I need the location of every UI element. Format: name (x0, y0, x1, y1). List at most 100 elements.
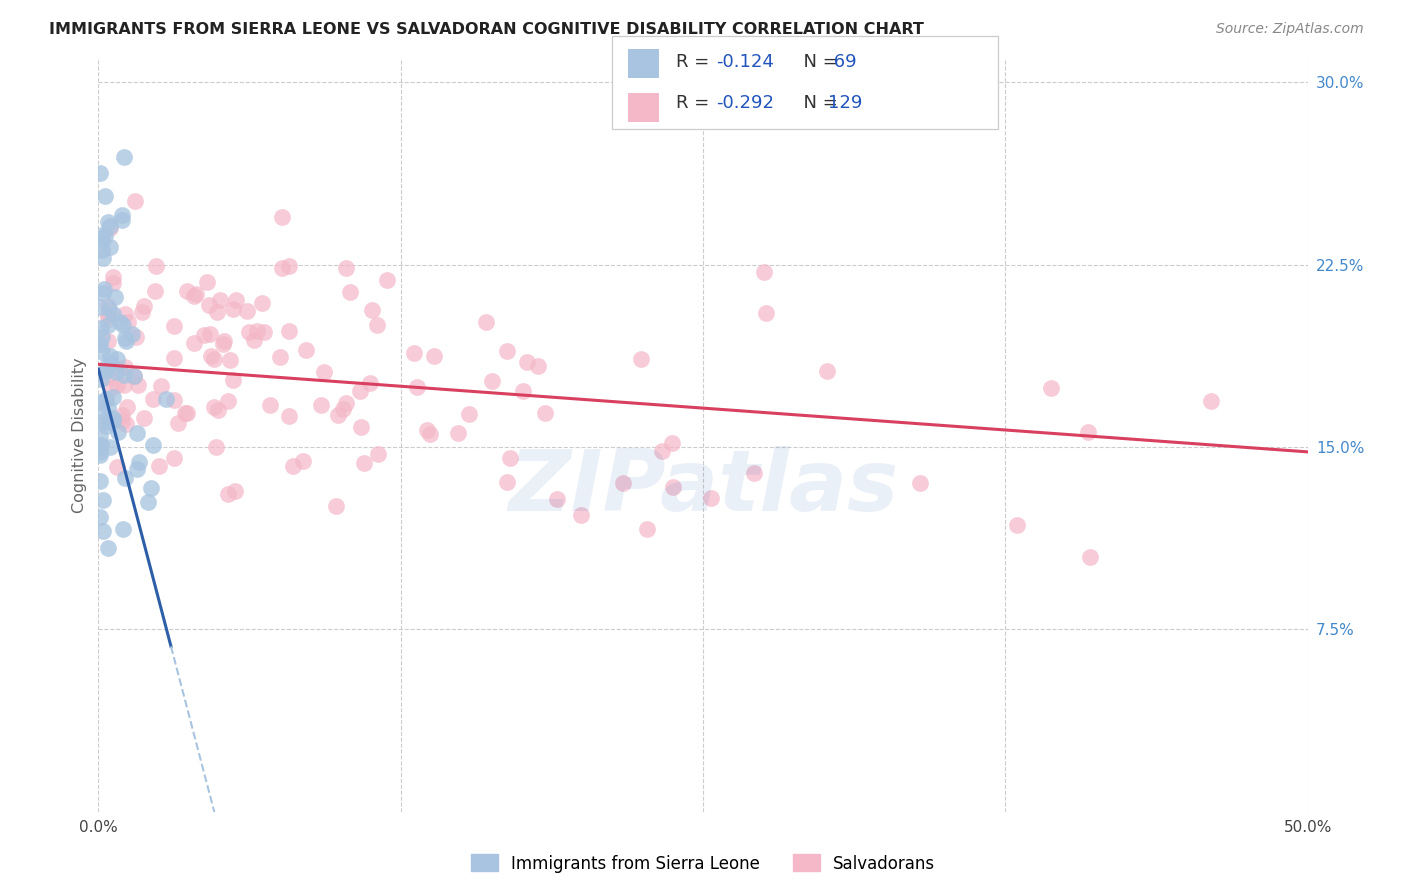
Point (143, 285, 166, 299)
Point (200, 326, 222, 341)
Point (90, 321, 112, 335)
Point (212, 337, 235, 351)
Point (103, 276, 125, 290)
Point (661, 480, 683, 494)
Point (325, 499, 347, 513)
Point (183, 336, 205, 351)
Point (360, 303, 382, 318)
Point (150, 378, 173, 392)
Point (496, 343, 519, 358)
Point (89, 166, 111, 180)
Point (103, 390, 125, 404)
Point (350, 419, 373, 434)
Point (89, 510, 111, 524)
Point (96, 359, 118, 373)
Point (138, 495, 160, 509)
Point (335, 396, 357, 410)
Point (1039, 381, 1062, 395)
Point (112, 378, 135, 392)
Point (205, 441, 228, 455)
Legend: Immigrants from Sierra Leone, Salvadorans: Immigrants from Sierra Leone, Salvadoran… (464, 847, 942, 880)
Point (205, 305, 228, 319)
Point (114, 471, 136, 485)
Point (122, 369, 145, 384)
Point (200, 349, 222, 363)
Point (700, 491, 723, 506)
Point (163, 393, 186, 408)
Point (252, 295, 274, 310)
Point (134, 299, 156, 313)
Point (174, 406, 197, 420)
Point (107, 362, 129, 376)
Point (98, 219, 121, 234)
Point (142, 392, 165, 406)
Point (91, 493, 114, 508)
Point (117, 314, 139, 328)
Point (219, 353, 242, 368)
Point (97, 312, 120, 326)
Point (148, 459, 170, 474)
Point (516, 355, 538, 369)
Point (94, 419, 117, 434)
Point (90, 235, 112, 249)
Point (236, 304, 259, 318)
Point (98, 221, 121, 235)
Point (97, 308, 120, 322)
Point (97, 370, 120, 384)
Point (278, 324, 301, 338)
Point (271, 210, 294, 224)
Point (328, 408, 350, 422)
Point (294, 343, 316, 358)
Point (89, 429, 111, 443)
Point (98, 240, 121, 254)
Point (422, 349, 444, 363)
Point (122, 368, 145, 383)
Point (339, 285, 361, 299)
Point (97, 299, 120, 313)
Point (125, 425, 148, 440)
Point (526, 359, 548, 374)
Point (1007, 517, 1029, 532)
Point (90, 244, 112, 258)
Point (495, 475, 517, 489)
Point (105, 378, 128, 392)
Point (93, 282, 115, 296)
Point (569, 508, 592, 523)
Point (91, 345, 114, 359)
Point (208, 293, 231, 307)
Point (98, 302, 121, 317)
Point (1078, 549, 1101, 564)
Point (335, 261, 357, 276)
Point (111, 208, 134, 222)
Text: R =: R = (676, 53, 716, 70)
Point (90, 330, 112, 344)
Point (754, 264, 776, 278)
Point (630, 351, 652, 366)
Point (651, 444, 673, 458)
Point (281, 459, 304, 474)
Point (512, 384, 534, 399)
Point (612, 476, 634, 491)
Point (176, 407, 198, 421)
Point (155, 392, 177, 406)
Point (167, 416, 190, 430)
Text: 69: 69 (828, 53, 856, 70)
Point (195, 275, 218, 289)
Point (105, 352, 128, 367)
Point (225, 293, 247, 307)
Point (89, 474, 111, 488)
Point (815, 364, 838, 378)
Point (291, 454, 314, 468)
Point (141, 481, 163, 495)
Point (93, 524, 115, 538)
Point (359, 376, 381, 391)
Point (278, 259, 301, 273)
Point (98, 415, 121, 429)
Point (100, 381, 122, 395)
Point (98, 349, 121, 363)
Point (402, 346, 425, 360)
Point (107, 425, 129, 439)
Point (419, 427, 441, 442)
Point (183, 289, 205, 303)
Point (270, 260, 292, 275)
